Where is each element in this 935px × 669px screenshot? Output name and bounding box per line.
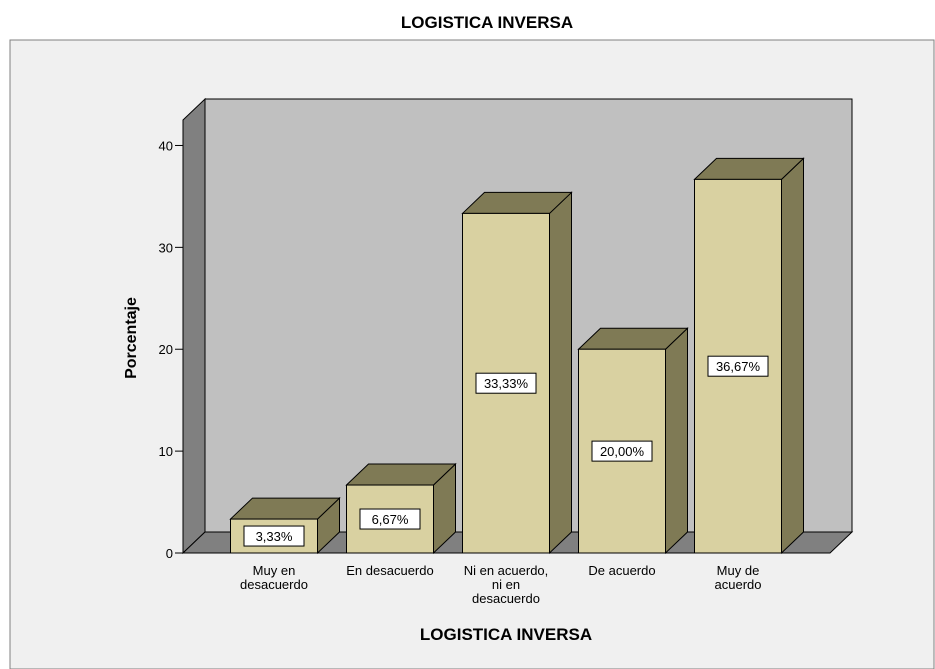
- value-label: 3,33%: [256, 529, 293, 544]
- y-tick-label: 40: [159, 138, 173, 153]
- value-label-box: [707, 355, 769, 377]
- value-label-box: [243, 525, 305, 547]
- x-tick-label: Muy de acuerdo: [715, 563, 762, 592]
- value-label: 20,00%: [600, 444, 645, 459]
- value-label-box: [359, 508, 421, 530]
- x-axis-title: LOGISTICA INVERSA: [420, 625, 592, 644]
- y-axis-title: Porcentaje: [123, 297, 140, 379]
- bar-side: [665, 327, 688, 555]
- y-tick-label: 20: [159, 342, 173, 357]
- x-tick-label: Ni en acuerdo, ni en desacuerdo: [464, 563, 549, 606]
- bar-side: [781, 157, 804, 555]
- value-label-box: [475, 372, 537, 394]
- y-tick-label: 0: [166, 546, 173, 561]
- value-label-box: [591, 440, 653, 462]
- bar-side: [549, 191, 572, 555]
- y-tick-label: 10: [159, 444, 173, 459]
- chart-title: LOGISTICA INVERSA: [401, 13, 573, 32]
- x-tick-label: En desacuerdo: [346, 563, 433, 578]
- value-label: 36,67%: [716, 359, 761, 374]
- left-wall: [182, 97, 206, 555]
- y-tick-label: 30: [159, 240, 173, 255]
- value-label: 6,67%: [372, 512, 409, 527]
- x-tick-label: Muy en desacuerdo: [240, 563, 308, 592]
- bar: [345, 462, 457, 555]
- x-tick-label: De acuerdo: [588, 563, 655, 578]
- value-label: 33,33%: [484, 376, 529, 391]
